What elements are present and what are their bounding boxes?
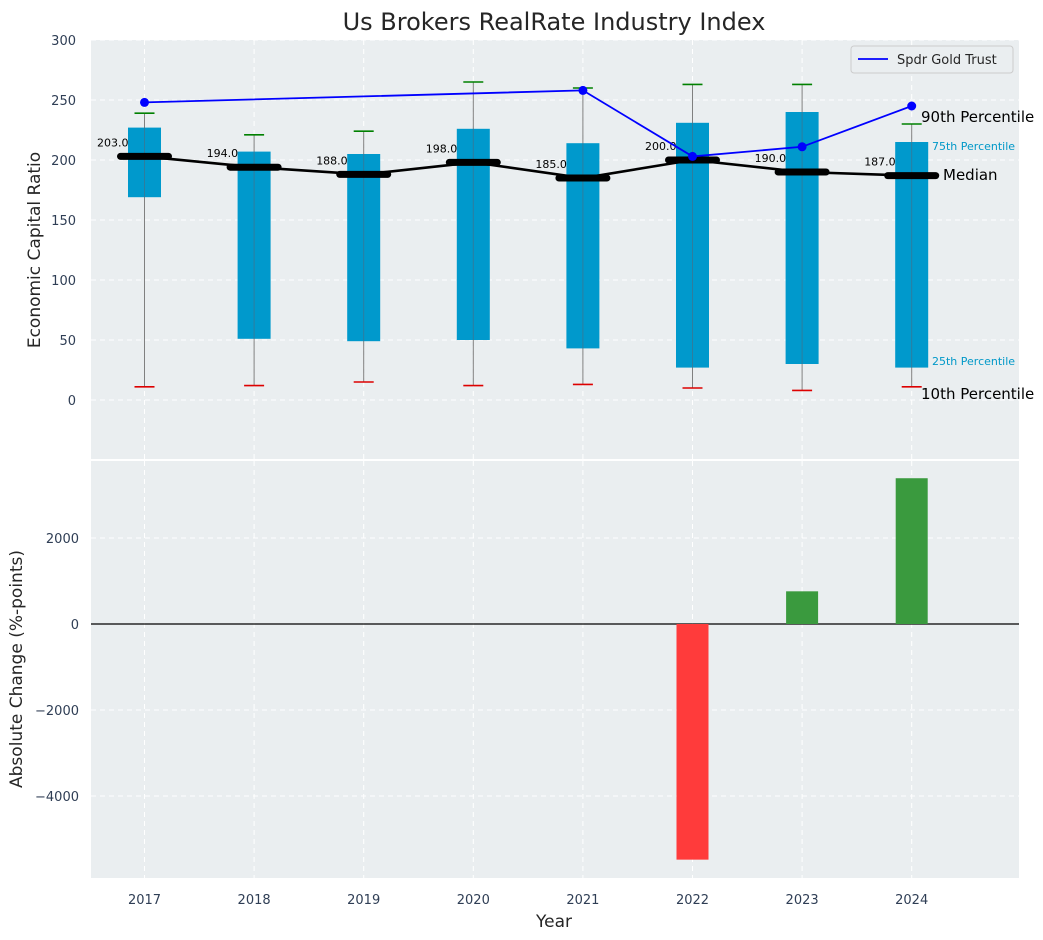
annotation-median: Median bbox=[943, 166, 998, 184]
median-label-2018: 194.0 bbox=[207, 147, 239, 160]
x-tick-2023: 2023 bbox=[786, 893, 819, 908]
median-label-2023: 190.0 bbox=[755, 152, 787, 165]
series-point-2021 bbox=[578, 85, 588, 95]
chart-title: Us Brokers RealRate Industry Index bbox=[343, 8, 766, 36]
top-y-tick-100: 100 bbox=[51, 274, 76, 289]
series-point-2024 bbox=[907, 101, 917, 111]
x-tick-2018: 2018 bbox=[238, 893, 271, 908]
top-y-tick-300: 300 bbox=[51, 34, 76, 49]
change-bar-2024 bbox=[895, 478, 928, 624]
axis-ticks: 0 50 100 150 200 250 300 2000 0 −2000 −4000 2017 201… bbox=[35, 34, 928, 908]
top-y-tick-200: 200 bbox=[51, 154, 76, 169]
x-tick-2021: 2021 bbox=[566, 893, 599, 908]
top-y-axis-label: Economic Capital Ratio bbox=[25, 152, 45, 348]
series-point-2022 bbox=[688, 151, 697, 161]
annotation-p90: 90th Percentile bbox=[921, 108, 1034, 126]
top-y-tick-50: 50 bbox=[59, 334, 76, 349]
bottom-plot-area bbox=[91, 478, 1019, 860]
annotation-p75: 75th Percentile bbox=[932, 140, 1015, 153]
x-tick-2019: 2019 bbox=[347, 893, 380, 908]
top-y-tick-0: 0 bbox=[68, 394, 76, 409]
median-label-2020: 198.0 bbox=[426, 142, 458, 155]
x-axis-label: Year bbox=[535, 912, 572, 932]
median-label-2022: 200.0 bbox=[645, 140, 677, 153]
x-tick-2020: 2020 bbox=[457, 893, 490, 908]
legend-box bbox=[850, 45, 1014, 74]
top-plot-area: 203.0 194.0 188.0 198.0 185.0 200.0 190.0 187.0 bbox=[97, 81, 940, 392]
series-point-2023 bbox=[797, 142, 807, 152]
top-y-tick-250: 250 bbox=[51, 94, 76, 109]
bottom-y-tick-3: −4000 bbox=[35, 790, 79, 805]
x-tick-2017: 2017 bbox=[128, 893, 161, 908]
change-bar-2023 bbox=[786, 591, 819, 624]
x-tick-2022: 2022 bbox=[676, 893, 709, 908]
bottom-y-axis-label: Absolute Change (%-points) bbox=[7, 550, 27, 788]
top-panel bbox=[91, 40, 1019, 459]
median-label-2024: 187.0 bbox=[864, 156, 896, 169]
bottom-panel bbox=[91, 461, 1019, 878]
annotation-p25: 25th Percentile bbox=[932, 355, 1015, 368]
series-point-2017 bbox=[140, 97, 149, 107]
median-label-2017: 203.0 bbox=[97, 136, 129, 149]
x-tick-2024: 2024 bbox=[895, 893, 928, 908]
bottom-y-tick-0: 2000 bbox=[46, 532, 79, 547]
median-label-2021: 185.0 bbox=[535, 158, 567, 171]
change-bar-2022 bbox=[676, 624, 709, 860]
bottom-y-tick-1: 0 bbox=[71, 618, 79, 633]
legend: Spdr Gold Trust bbox=[850, 45, 1014, 74]
legend-label-spdr-gold-trust: Spdr Gold Trust bbox=[897, 53, 997, 68]
annotation-p10: 10th Percentile bbox=[921, 385, 1034, 403]
bottom-y-tick-2: −2000 bbox=[35, 704, 79, 719]
top-y-tick-150: 150 bbox=[51, 214, 76, 229]
median-label-2019: 188.0 bbox=[316, 154, 348, 167]
